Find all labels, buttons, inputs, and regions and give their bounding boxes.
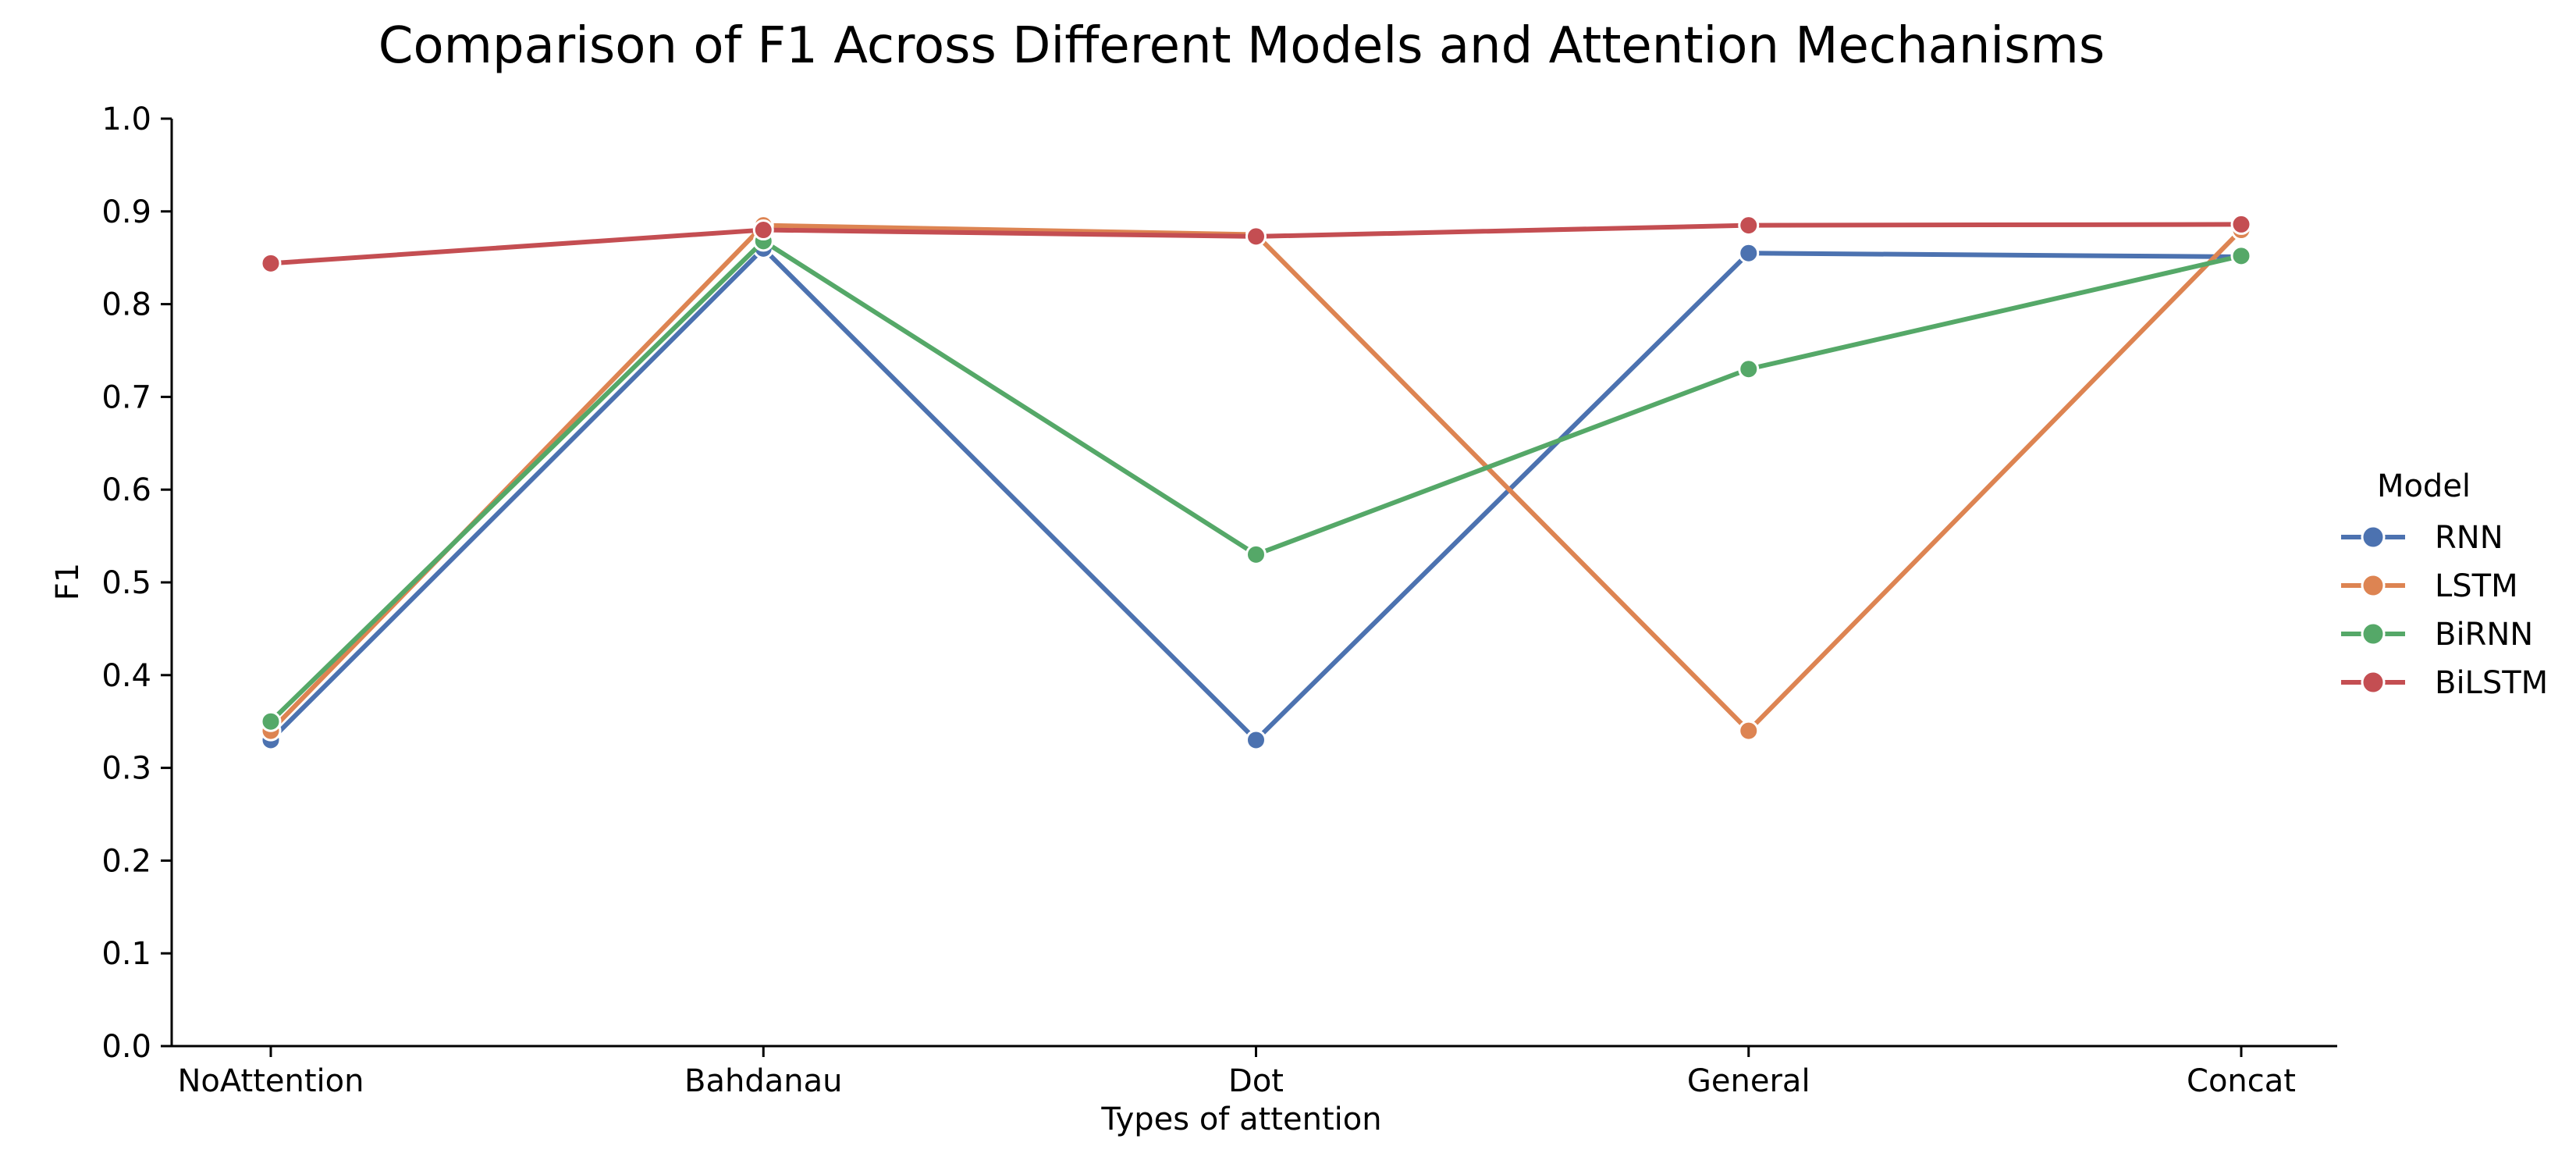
y-tick-label: 0.5 xyxy=(101,565,151,601)
data-point-birnn xyxy=(1738,358,1760,380)
legend-item-birnn: BiRNN xyxy=(2341,617,2533,653)
data-point-birnn xyxy=(260,710,282,732)
legend-label-bilstm: BiLSTM xyxy=(2435,665,2548,701)
x-tick-label: Dot xyxy=(1228,1063,1284,1099)
legend-title: Model xyxy=(2377,468,2471,504)
data-point-lstm xyxy=(1738,720,1760,742)
series-birnn xyxy=(260,230,2252,732)
legend-label-birnn: BiRNN xyxy=(2435,617,2533,653)
legend-marker-bilstm xyxy=(2361,670,2386,695)
data-point-bilstm xyxy=(2230,213,2252,235)
data-point-rnn xyxy=(1245,729,1267,751)
data-point-bilstm xyxy=(752,219,774,241)
legend-marker-lstm xyxy=(2361,573,2386,598)
y-tick-label: 0.2 xyxy=(101,843,151,879)
legend-marker-rnn xyxy=(2361,525,2386,550)
x-tick-label: Concat xyxy=(2187,1063,2296,1099)
y-tick-label: 0.6 xyxy=(101,472,151,508)
legend-marker-birnn xyxy=(2361,621,2386,646)
data-point-bilstm xyxy=(1738,215,1760,237)
y-tick-label: 0.0 xyxy=(101,1029,151,1065)
legend-item-lstm: LSTM xyxy=(2341,568,2518,604)
series-rnn xyxy=(260,237,2252,751)
legend-item-rnn: RNN xyxy=(2341,520,2503,556)
y-tick-label: 0.7 xyxy=(101,379,151,415)
y-tick-label: 0.1 xyxy=(101,936,151,972)
series-bilstm xyxy=(260,213,2252,274)
data-point-rnn xyxy=(1738,242,1760,264)
y-tick-label: 0.3 xyxy=(101,751,151,787)
legend: RNN LSTM BiRNN BiLSTM xyxy=(2341,520,2548,701)
y-tick-label: 0.4 xyxy=(101,658,151,694)
data-point-bilstm xyxy=(260,252,282,274)
chart-title: Comparison of F1 Across Different Models… xyxy=(378,17,2105,75)
y-tick-label: 1.0 xyxy=(101,101,151,137)
y-tick-label: 0.9 xyxy=(101,194,151,230)
x-tick-label: NoAttention xyxy=(177,1063,364,1099)
x-tick-label: Bahdanau xyxy=(684,1063,842,1099)
legend-item-bilstm: BiLSTM xyxy=(2341,665,2548,701)
data-point-bilstm xyxy=(1245,226,1267,247)
series-layer xyxy=(260,213,2252,751)
y-axis-label: F1 xyxy=(50,563,86,600)
y-tick-label: 0.8 xyxy=(101,287,151,323)
x-axis-label: Types of attention xyxy=(1100,1102,1381,1137)
data-point-birnn xyxy=(2230,245,2252,267)
series-line-lstm xyxy=(268,222,2244,734)
x-tick-label: General xyxy=(1687,1063,1810,1099)
series-line-birnn xyxy=(268,238,2244,724)
legend-label-lstm: LSTM xyxy=(2435,568,2518,604)
axes: 0.0 0.1 0.2 0.3 0.4 0.5 0.6 0.7 0.8 0.9 1.0 NoAtten… xyxy=(101,101,2337,1099)
legend-label-rnn: RNN xyxy=(2435,520,2503,556)
series-lstm xyxy=(260,215,2252,742)
data-point-birnn xyxy=(1245,543,1267,565)
